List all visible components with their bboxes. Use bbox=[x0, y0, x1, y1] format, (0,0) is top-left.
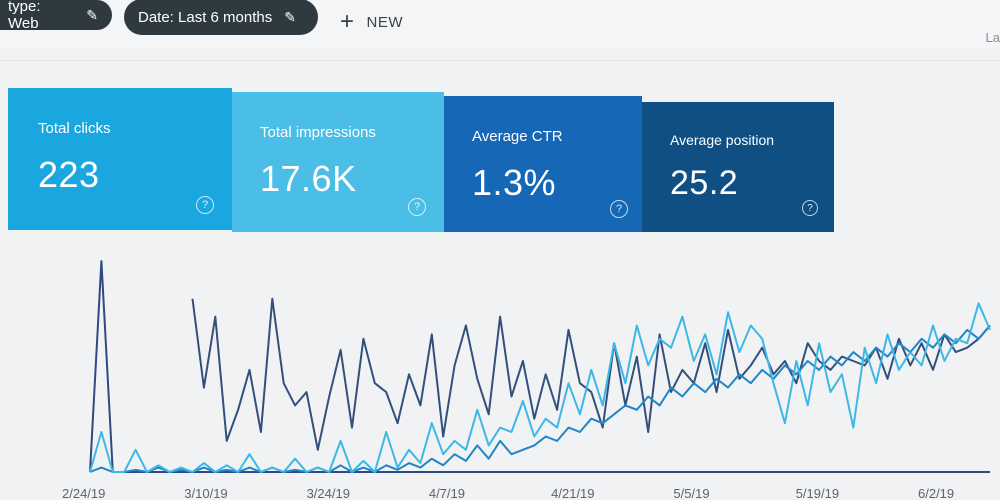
type-filter-label: type: Web bbox=[8, 0, 41, 32]
average-ctr-card[interactable]: Average CTR 1.3% ? bbox=[444, 96, 642, 232]
card-label: Total impressions bbox=[260, 124, 376, 141]
total-clicks-card[interactable]: Total clicks 223 ? bbox=[8, 88, 232, 230]
x-tick-label: 3/24/19 bbox=[307, 486, 350, 500]
new-filter-button[interactable]: + NEW bbox=[340, 8, 403, 36]
card-value: 25.2 bbox=[670, 164, 739, 202]
type-filter-chip[interactable]: type: Web ✎ bbox=[0, 0, 112, 32]
card-value: 17.6K bbox=[260, 158, 357, 199]
x-tick-label: 3/10/19 bbox=[184, 486, 227, 500]
edit-pencil-icon[interactable]: ✎ bbox=[284, 8, 296, 25]
x-tick-label: 5/5/19 bbox=[673, 486, 709, 500]
edit-pencil-icon[interactable]: ✎ bbox=[86, 6, 98, 23]
average-position-card[interactable]: Average position 25.2 ? bbox=[642, 102, 834, 232]
x-tick-label: 5/19/19 bbox=[796, 486, 839, 500]
x-tick-label: 6/2/19 bbox=[918, 486, 954, 500]
help-icon[interactable]: ? bbox=[802, 200, 818, 216]
date-filter-chip[interactable]: Date: Last 6 months ✎ bbox=[124, 0, 318, 35]
help-icon[interactable]: ? bbox=[610, 200, 628, 218]
card-label: Average position bbox=[670, 132, 775, 148]
card-label: Total clicks bbox=[38, 120, 111, 137]
performance-chart[interactable]: 2/24/19 3/10/19 3/24/19 4/7/19 4/21/19 5/5/19… bbox=[0, 240, 1000, 500]
last-updated-text: La bbox=[985, 30, 1000, 45]
help-icon[interactable]: ? bbox=[408, 198, 426, 216]
series-line-2 bbox=[89, 324, 991, 473]
card-label: Average CTR bbox=[472, 128, 563, 145]
x-tick-label: 4/21/19 bbox=[551, 486, 594, 500]
total-impressions-card[interactable]: Total impressions 17.6K ? bbox=[232, 92, 444, 232]
series-line-3 bbox=[89, 302, 991, 473]
x-tick-label: 4/7/19 bbox=[429, 486, 465, 500]
series-line-1 bbox=[191, 297, 991, 451]
filter-divider bbox=[0, 60, 1000, 61]
plus-icon: + bbox=[340, 8, 355, 35]
date-filter-label: Date: Last 6 months bbox=[138, 8, 273, 26]
filter-bar: type: Web ✎ Date: Last 6 months ✎ + NEW … bbox=[0, 0, 1000, 48]
performance-chart-svg: 2/24/19 3/10/19 3/24/19 4/7/19 4/21/19 5/5/19… bbox=[62, 260, 991, 500]
card-value: 223 bbox=[38, 154, 100, 195]
help-icon[interactable]: ? bbox=[196, 196, 214, 214]
card-value: 1.3% bbox=[472, 162, 557, 203]
new-filter-label: NEW bbox=[366, 13, 404, 31]
x-tick-label: 2/24/19 bbox=[62, 486, 105, 500]
